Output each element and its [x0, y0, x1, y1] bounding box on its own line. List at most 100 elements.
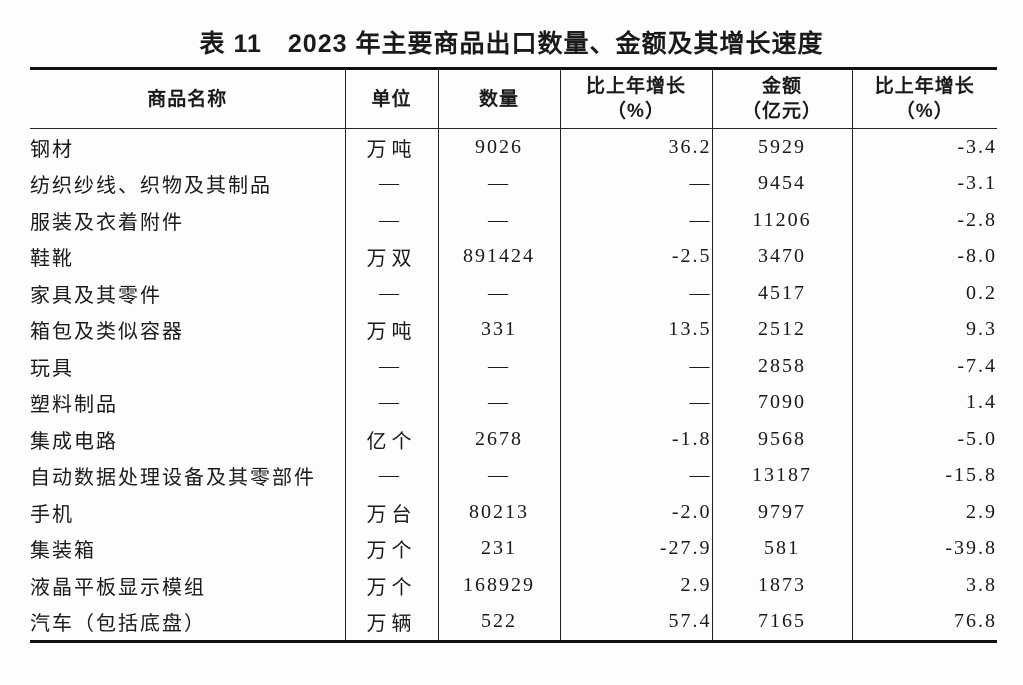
- cell-unit: —: [345, 384, 439, 421]
- cell-unit: 万吨: [345, 128, 439, 166]
- cell-quantity-growth: -27.9: [560, 530, 713, 567]
- cell-quantity-growth: —: [560, 275, 713, 312]
- cell-quantity-growth: 13.5: [560, 311, 713, 348]
- cell-quantity-growth: -2.0: [560, 494, 713, 531]
- cell-amount: 9454: [712, 165, 853, 202]
- cell-quantity: —: [438, 275, 561, 312]
- cell-amount: 4517: [712, 275, 853, 312]
- col-header-amount: 金额 （亿元）: [712, 68, 853, 129]
- col-header-quantity: 数量: [438, 68, 561, 129]
- cell-commodity-name: 玩具: [30, 348, 346, 385]
- cell-quantity: 331: [438, 311, 561, 348]
- cell-commodity-name: 纺织纱线、织物及其制品: [30, 165, 346, 202]
- cell-commodity-name: 液晶平板显示模组: [30, 567, 346, 604]
- cell-quantity: 80213: [438, 494, 561, 531]
- cell-quantity: 891424: [438, 238, 561, 275]
- cell-quantity: —: [438, 165, 561, 202]
- cell-unit: 万个: [345, 530, 439, 567]
- cell-unit: —: [345, 275, 439, 312]
- cell-quantity: —: [438, 202, 561, 239]
- cell-amount: 3470: [712, 238, 853, 275]
- cell-commodity-name: 箱包及类似容器: [30, 311, 346, 348]
- cell-amount: 9568: [712, 421, 853, 458]
- cell-amount-growth: -2.8: [957, 208, 997, 231]
- col-header-amount-growth: 比上年增长 （%）: [852, 68, 997, 129]
- table-row: 家具及其零件 — — —4517 0.2: [30, 275, 997, 312]
- table-header: 商品名称 单位 数量 比上年增长 （%） 金额 （亿元） 比上年增长: [30, 68, 997, 129]
- export-commodities-table: 商品名称 单位 数量 比上年增长 （%） 金额 （亿元） 比上年增长: [30, 67, 997, 643]
- cell-unit: 亿个: [345, 421, 439, 458]
- cell-amount-growth: -15.8: [945, 464, 997, 487]
- cell-quantity-growth: -2.5: [560, 238, 713, 275]
- cell-unit: 万双: [345, 238, 439, 275]
- cell-amount: 581: [712, 530, 853, 567]
- cell-quantity: 231: [438, 530, 561, 567]
- table-row: 液晶平板显示模组 万个 168929 2.9 1873 3.8: [30, 567, 997, 604]
- cell-quantity-growth: 2.9: [560, 567, 713, 604]
- cell-quantity-growth: —: [560, 202, 713, 239]
- cell-amount-growth: 2.9: [966, 500, 997, 523]
- cell-quantity-growth: -1.8: [560, 421, 713, 458]
- cell-amount-growth: 9.3: [966, 318, 997, 341]
- cell-quantity-growth: 36.2: [560, 128, 713, 166]
- table-header-row: 商品名称 单位 数量 比上年增长 （%） 金额 （亿元） 比上年增长: [30, 68, 997, 129]
- cell-unit: —: [345, 202, 439, 239]
- cell-unit: 万辆: [345, 603, 439, 642]
- cell-quantity-growth: —: [560, 457, 713, 494]
- cell-amount-growth: -3.1: [957, 172, 997, 195]
- table-row: 手机 万台 80213 -2.0 9797 2.9: [30, 494, 997, 531]
- cell-amount-growth: -7.4: [957, 354, 997, 377]
- cell-commodity-name: 服装及衣着附件: [30, 202, 346, 239]
- cell-quantity: —: [438, 457, 561, 494]
- cell-amount: 9797: [712, 494, 853, 531]
- cell-commodity-name: 手机: [30, 494, 346, 531]
- cell-amount-growth: 76.8: [954, 610, 997, 633]
- cell-commodity-name: 集装箱: [30, 530, 346, 567]
- table-row: 集装箱 万个 231 -27.9 581 -39.8: [30, 530, 997, 567]
- cell-quantity: —: [438, 348, 561, 385]
- cell-quantity-growth: 57.4: [560, 603, 713, 642]
- cell-commodity-name: 集成电路: [30, 421, 346, 458]
- cell-amount: 2858: [712, 348, 853, 385]
- cell-quantity-growth: —: [560, 348, 713, 385]
- cell-commodity-name: 自动数据处理设备及其零部件: [30, 457, 346, 494]
- cell-unit: —: [345, 457, 439, 494]
- table-number: 表 11: [199, 30, 262, 58]
- cell-amount-growth: 0.2: [966, 281, 997, 304]
- cell-amount: 2512: [712, 311, 853, 348]
- cell-amount-growth: 3.8: [966, 573, 997, 596]
- col-header-commodity-name: 商品名称: [30, 68, 346, 129]
- table-row: 钢材 万吨 9026 36.2 5929 -3.4: [30, 128, 997, 166]
- cell-unit: 万吨: [345, 311, 439, 348]
- cell-unit: —: [345, 165, 439, 202]
- cell-unit: 万个: [345, 567, 439, 604]
- cell-commodity-name: 塑料制品: [30, 384, 346, 421]
- table-row: 箱包及类似容器 万吨 331 13.5 2512 9.3: [30, 311, 997, 348]
- cell-amount-growth: -8.0: [957, 245, 997, 268]
- table-title: 表 11 2023 年主要商品出口数量、金额及其增长速度: [0, 24, 1023, 60]
- table-row: 塑料制品 — — —7090 1.4: [30, 384, 997, 421]
- cell-quantity: 2678: [438, 421, 561, 458]
- cell-quantity-growth: —: [560, 165, 713, 202]
- cell-quantity-growth: —: [560, 384, 713, 421]
- table-row: 汽车（包括底盘） 万辆 522 57.4 7165 76.8: [30, 603, 997, 642]
- cell-commodity-name: 汽车（包括底盘）: [30, 603, 346, 642]
- cell-unit: —: [345, 348, 439, 385]
- cell-amount: 1873: [712, 567, 853, 604]
- cell-amount: 11206: [712, 202, 853, 239]
- cell-commodity-name: 钢材: [30, 128, 346, 166]
- cell-quantity: 168929: [438, 567, 561, 604]
- table-row: 自动数据处理设备及其零部件 — — —13187 -15.8: [30, 457, 997, 494]
- table-row: 纺织纱线、织物及其制品 — — —9454 -3.1: [30, 165, 997, 202]
- table-row: 玩具 — — —2858 -7.4: [30, 348, 997, 385]
- cell-amount: 13187: [712, 457, 853, 494]
- cell-amount-growth: -3.4: [957, 135, 997, 158]
- cell-commodity-name: 家具及其零件: [30, 275, 346, 312]
- table-row: 服装及衣着附件 — — —11206 -2.8: [30, 202, 997, 239]
- table-row: 集成电路 亿个 2678 -1.8 9568 -5.0: [30, 421, 997, 458]
- cell-amount: 7090: [712, 384, 853, 421]
- cell-quantity: 522: [438, 603, 561, 642]
- cell-amount-growth: 1.4: [966, 391, 997, 414]
- table-row: 鞋靴 万双 891424 -2.5 3470 -8.0: [30, 238, 997, 275]
